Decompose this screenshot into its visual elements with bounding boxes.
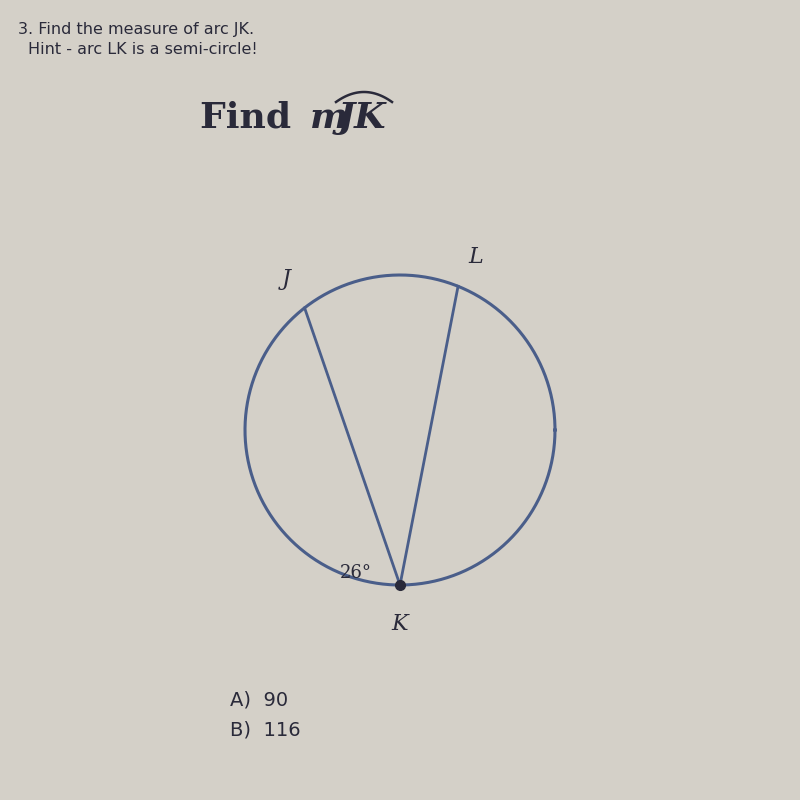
Text: m: m [310, 101, 348, 135]
Text: J: J [282, 268, 291, 290]
Text: JK: JK [338, 101, 386, 135]
Text: B)  116: B) 116 [230, 720, 301, 739]
Text: Find: Find [200, 101, 304, 135]
Text: A)  90: A) 90 [230, 690, 288, 709]
Text: 3. Find the measure of arc JK.: 3. Find the measure of arc JK. [18, 22, 254, 37]
Text: 26°: 26° [340, 564, 372, 582]
Text: Hint - arc LK is a semi-circle!: Hint - arc LK is a semi-circle! [28, 42, 258, 57]
Text: K: K [392, 613, 408, 635]
Text: L: L [469, 246, 483, 268]
